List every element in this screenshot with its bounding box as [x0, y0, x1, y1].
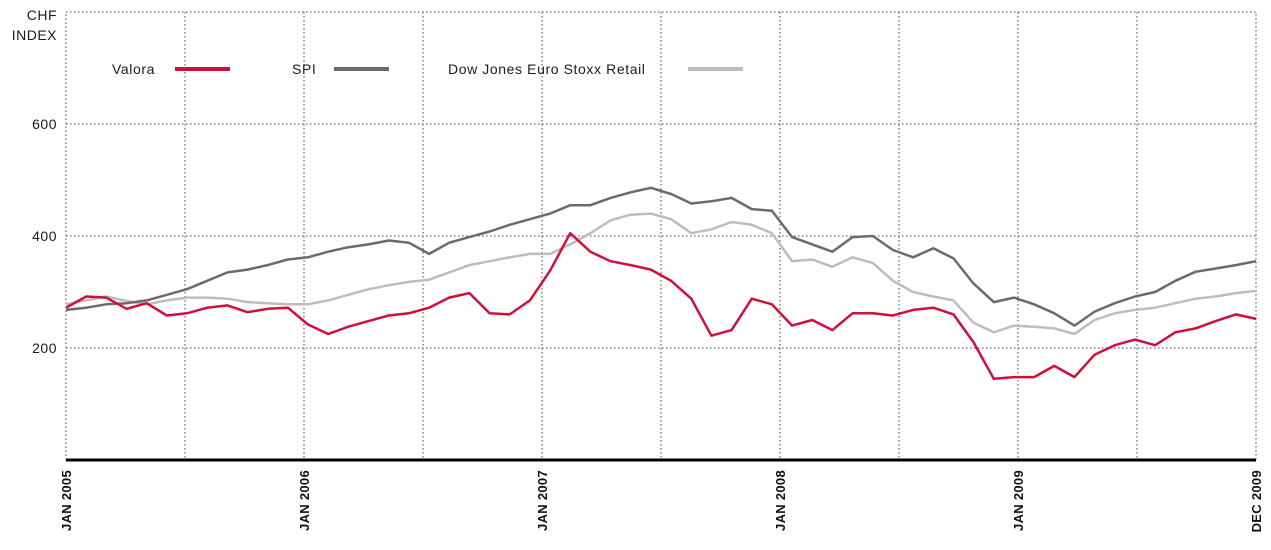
x-tick-label: JAN 2009 — [1011, 470, 1026, 531]
y-axis-label-line1: CHF — [27, 7, 57, 23]
legend-label: Dow Jones Euro Stoxx Retail — [448, 61, 646, 77]
x-tick-label: JAN 2006 — [297, 470, 312, 531]
y-ticks: 200 400 600 — [32, 116, 57, 356]
y-tick-label: 600 — [32, 116, 57, 132]
legend-label: Valora — [112, 61, 155, 77]
legend-label: SPI — [292, 61, 316, 77]
x-ticks: JAN 2005 JAN 2006 JAN 2007 JAN 2008 JAN 2009… — [59, 470, 1264, 532]
x-tick-label: JAN 2005 — [59, 470, 74, 531]
y-tick-label: 200 — [32, 340, 57, 356]
grid — [65, 11, 1257, 461]
x-tick-label: DEC 2009 — [1249, 470, 1264, 532]
series-layer — [65, 186, 1257, 381]
series-line-spi — [65, 186, 1257, 327]
series-line-dow-jones-euro-stoxx-retail — [65, 212, 1257, 336]
legend: Valora SPI Dow Jones Euro Stoxx Retail — [112, 61, 743, 77]
series-line-valora — [65, 231, 1257, 381]
x-tick-label: JAN 2007 — [535, 470, 550, 531]
y-tick-label: 400 — [32, 228, 57, 244]
x-tick-label: JAN 2008 — [773, 470, 788, 531]
y-axis-label-line2: INDEX — [12, 27, 57, 43]
